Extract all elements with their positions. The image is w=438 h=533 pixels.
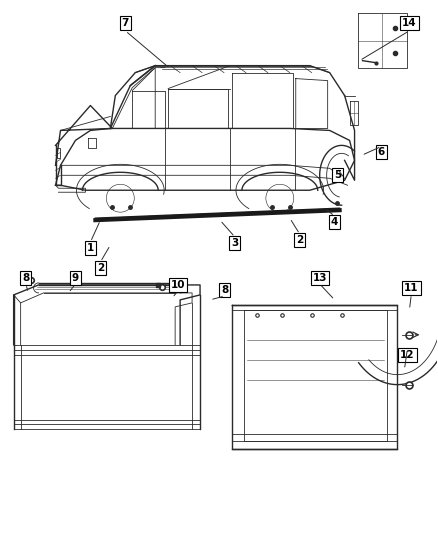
Text: 7: 7 — [122, 18, 129, 28]
Text: 12: 12 — [400, 350, 415, 360]
Text: 2: 2 — [296, 235, 304, 245]
Text: 1: 1 — [87, 243, 94, 253]
Text: 9: 9 — [72, 273, 79, 283]
Text: 3: 3 — [231, 238, 239, 248]
Text: 8: 8 — [22, 273, 29, 283]
Text: 14: 14 — [402, 18, 417, 28]
Text: 5: 5 — [334, 170, 341, 180]
Text: 10: 10 — [171, 280, 185, 290]
Text: 8: 8 — [221, 285, 229, 295]
Text: 6: 6 — [378, 147, 385, 157]
Text: 11: 11 — [404, 283, 419, 293]
Text: 13: 13 — [312, 273, 327, 283]
Text: 2: 2 — [97, 263, 104, 273]
Text: 4: 4 — [331, 217, 338, 227]
